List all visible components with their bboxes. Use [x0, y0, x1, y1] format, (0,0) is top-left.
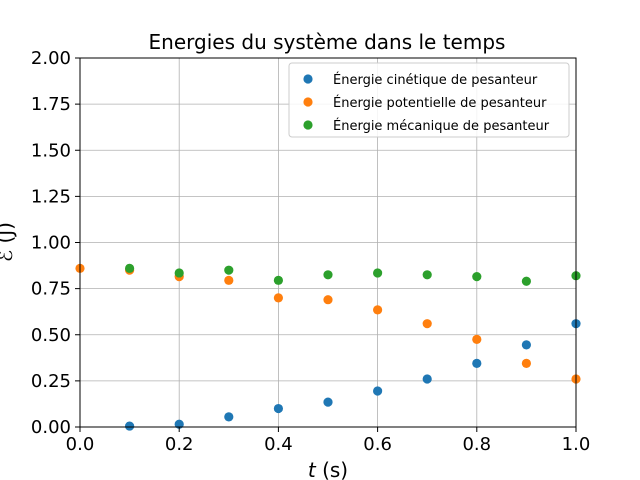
data-point [422, 374, 432, 384]
data-point [224, 412, 234, 422]
data-point [472, 272, 482, 282]
x-tick-label: 1.0 [562, 434, 591, 455]
x-tick-label: 0.4 [264, 434, 293, 455]
x-axis-ticks: 0.0 0.2 0.4 0.6 0.8 1.0 [66, 427, 591, 455]
data-point [521, 358, 532, 368]
legend-marker [303, 120, 313, 130]
legend-entry: Énergie cinétique de pesanteur [333, 72, 538, 88]
data-point [273, 403, 283, 414]
y-tick-label: 1.00 [31, 233, 71, 254]
data-point [422, 270, 432, 280]
x-axis-label: t (s) [308, 458, 348, 480]
data-points [75, 263, 581, 431]
y-tick-label: 1.50 [31, 140, 71, 161]
legend-box [288, 62, 570, 138]
y-tick-label: 1.75 [31, 94, 71, 115]
legend-entry: Énergie mécanique de pesanteur [333, 118, 550, 134]
y-tick-label: 0.00 [31, 417, 71, 438]
series-0 [125, 319, 581, 431]
y-tick-label: 2.00 [31, 48, 71, 69]
data-point [125, 263, 135, 273]
x-axis-label-unit: (s) [316, 458, 348, 480]
x-tick-label: 0.0 [66, 434, 95, 455]
data-point [125, 421, 135, 431]
y-tick-label: 0.25 [31, 371, 71, 392]
legend-marker [303, 74, 313, 84]
data-point [472, 358, 482, 368]
y-tick-label: 0.50 [31, 325, 71, 346]
data-point [224, 265, 234, 275]
y-tick-label: 1.25 [31, 186, 71, 207]
x-axis-label-var: t [308, 458, 317, 480]
data-point [521, 340, 532, 350]
legend-entry: Énergie potentielle de pesanteur [333, 95, 547, 111]
data-point [422, 319, 432, 329]
data-point [273, 275, 283, 285]
x-tick-label: 0.8 [462, 434, 491, 455]
data-point [373, 386, 383, 396]
chart-title: Energies du système dans le temps [149, 30, 506, 54]
y-tick-label: 0.75 [31, 279, 71, 300]
data-point [373, 305, 383, 315]
legend: Énergie cinétique de pesanteur Énergie po… [288, 62, 570, 138]
data-point [323, 397, 333, 407]
data-point [323, 295, 333, 305]
y-axis-ticks: 0.00 0.25 0.50 0.75 1.00 1.25 1.50 1.75 2.00 [31, 48, 80, 438]
data-point [472, 334, 482, 344]
y-axis-label: ℰ (J) [0, 222, 17, 262]
data-point [323, 270, 333, 280]
data-point [224, 275, 234, 285]
data-point [521, 276, 532, 286]
x-tick-label: 0.6 [363, 434, 392, 455]
data-point [174, 268, 184, 278]
data-point [273, 293, 283, 303]
data-point [373, 268, 383, 278]
legend-marker [303, 97, 313, 107]
x-tick-label: 0.2 [165, 434, 194, 455]
